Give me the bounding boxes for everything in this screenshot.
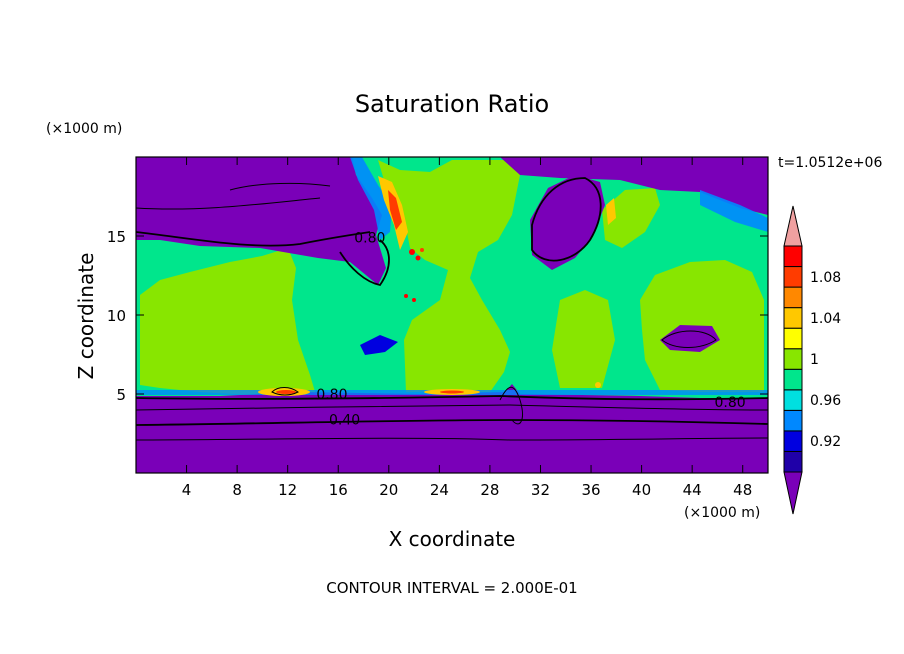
colorbar-label: 1 xyxy=(810,352,819,368)
colorbar: 0.92 0.96 1 1.04 1.08 xyxy=(783,205,841,515)
y-unit-label: (×1000 m) xyxy=(46,121,122,137)
y-tick-label: 5 xyxy=(116,386,126,404)
colorbar-swatch xyxy=(783,266,803,288)
colorbar-swatch xyxy=(783,389,803,411)
colorbar-swatch xyxy=(783,245,803,268)
x-tick-label: 12 xyxy=(278,481,297,499)
x-axis-title: X coordinate xyxy=(389,527,516,551)
colorbar-swatch xyxy=(783,286,803,309)
x-tick-label: 48 xyxy=(733,481,752,499)
region-dry-top-right xyxy=(500,157,768,215)
colorbar-label: 1.08 xyxy=(810,270,841,286)
contour-lines xyxy=(136,177,768,441)
x-unit-label: (×1000 m) xyxy=(684,505,760,521)
region-fringe-mid xyxy=(360,335,398,355)
colorbar-swatch xyxy=(783,348,803,370)
region-fringe-top xyxy=(350,157,392,240)
supersaturated-spots xyxy=(258,176,616,396)
x-tick-label: 4 xyxy=(182,481,192,499)
region-saturated-center xyxy=(378,160,520,392)
region-dry-pocket xyxy=(530,175,605,270)
contour-label: 0.40 xyxy=(329,412,360,428)
region-saturated-top-right xyxy=(602,188,660,248)
contour-interval-label: CONTOUR INTERVAL = 2.000E-01 xyxy=(326,579,577,597)
region-saturated-left xyxy=(140,248,316,395)
y-axis-ticks: 5 10 15 xyxy=(107,228,768,404)
x-tick-label: 32 xyxy=(531,481,550,499)
region-saturated-right2 xyxy=(552,290,615,388)
y-tick-label: 15 xyxy=(107,228,126,246)
contour-label: 0.80 xyxy=(354,231,385,247)
colorbar-swatch xyxy=(783,430,803,452)
x-tick-label: 44 xyxy=(683,481,702,499)
contour-label: 0.80 xyxy=(714,395,745,411)
y-tick-label: 10 xyxy=(107,307,126,325)
contour-label: 0.80 xyxy=(316,387,347,403)
region-fringe-right xyxy=(700,190,768,232)
colorbar-swatch xyxy=(783,368,803,391)
colorbar-label: 1.04 xyxy=(810,311,841,327)
y-axis-title: Z coordinate xyxy=(74,253,98,380)
region-dry-lower xyxy=(136,384,768,473)
contour-label-group: 0.80 0.80 0.40 0.80 xyxy=(316,231,745,429)
chart-title: Saturation Ratio xyxy=(355,90,549,118)
x-tick-label: 20 xyxy=(379,481,398,499)
x-tick-label: 36 xyxy=(581,481,600,499)
time-label: t=1.0512e+06 xyxy=(778,155,882,171)
saturation-field: 0.80 0.80 0.40 0.80 xyxy=(136,157,768,473)
colorbar-overflow-triangle xyxy=(783,205,803,247)
colorbar-swatch xyxy=(783,307,803,329)
x-axis-ticks: 4 8 12 16 20 24 28 32 36 40 44 48 xyxy=(182,157,752,499)
x-tick-label: 40 xyxy=(632,481,651,499)
colorbar-swatch xyxy=(783,450,803,473)
colorbar-label: 0.92 xyxy=(810,434,841,450)
colorbar-label: 0.96 xyxy=(810,393,841,409)
x-tick-label: 24 xyxy=(430,481,449,499)
x-tick-label: 28 xyxy=(480,481,499,499)
colorbar-swatch xyxy=(783,409,803,432)
x-tick-label: 8 xyxy=(232,481,242,499)
region-dry-upper-left xyxy=(136,157,386,285)
colorbar-swatch xyxy=(783,327,803,350)
colorbar-underflow-triangle xyxy=(783,471,803,515)
x-tick-label: 16 xyxy=(329,481,348,499)
